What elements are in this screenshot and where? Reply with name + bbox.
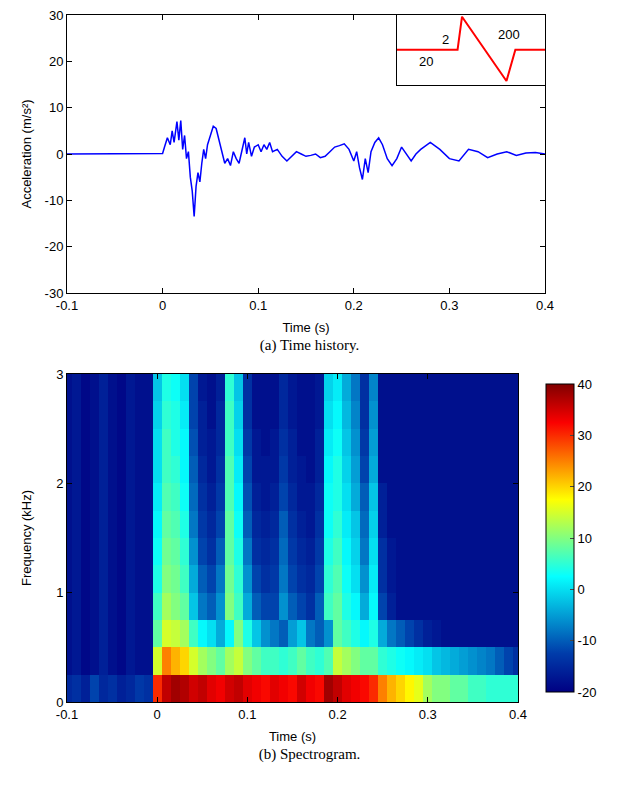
svg-text:20: 20 bbox=[419, 54, 433, 69]
svg-text:0: 0 bbox=[154, 707, 161, 722]
svg-text:200: 200 bbox=[498, 27, 520, 42]
svg-text:2: 2 bbox=[56, 476, 63, 491]
svg-text:20: 20 bbox=[578, 479, 592, 494]
svg-text:0: 0 bbox=[159, 298, 166, 313]
svg-text:0.3: 0.3 bbox=[419, 707, 437, 722]
html-text:(b) Spectrogram.: (b) Spectrogram. bbox=[258, 746, 361, 762]
svg-text:-10: -10 bbox=[45, 193, 64, 208]
svg-text:10: 10 bbox=[578, 531, 592, 546]
svg-text:Frequency (kHz): Frequency (kHz) bbox=[19, 490, 34, 586]
svg-text:3: 3 bbox=[56, 367, 63, 382]
svg-text:10: 10 bbox=[49, 100, 63, 115]
svg-text:0: 0 bbox=[56, 695, 63, 710]
svg-text:Time (s): Time (s) bbox=[269, 729, 316, 744]
svg-text:0.4: 0.4 bbox=[536, 298, 554, 313]
svg-text:-0.1: -0.1 bbox=[56, 707, 78, 722]
svg-text:0.4: 0.4 bbox=[509, 707, 527, 722]
svg-text:30: 30 bbox=[578, 428, 592, 443]
svg-text:-20: -20 bbox=[45, 239, 64, 254]
svg-text:20: 20 bbox=[49, 54, 63, 69]
html-text:(a) Time history.: (a) Time history. bbox=[259, 337, 360, 353]
svg-text:-20: -20 bbox=[578, 685, 597, 700]
svg-text:40: 40 bbox=[578, 377, 592, 392]
svg-text:0.2: 0.2 bbox=[345, 298, 363, 313]
svg-text:0: 0 bbox=[56, 147, 63, 162]
svg-text:1: 1 bbox=[56, 585, 63, 600]
svg-text:-10: -10 bbox=[578, 633, 597, 648]
svg-text:2: 2 bbox=[442, 32, 449, 47]
svg-text:0.3: 0.3 bbox=[440, 298, 458, 313]
svg-text:0.2: 0.2 bbox=[329, 707, 347, 722]
svg-text:Time (s): Time (s) bbox=[282, 320, 329, 335]
svg-text:0: 0 bbox=[578, 582, 585, 597]
svg-text:30: 30 bbox=[49, 8, 63, 23]
svg-text:0.1: 0.1 bbox=[238, 707, 256, 722]
svg-text:-30: -30 bbox=[45, 286, 64, 301]
svg-text:-0.1: -0.1 bbox=[56, 298, 78, 313]
svg-text:Acceleration (m/s²): Acceleration (m/s²) bbox=[19, 99, 34, 208]
svg-text:0.1: 0.1 bbox=[249, 298, 267, 313]
